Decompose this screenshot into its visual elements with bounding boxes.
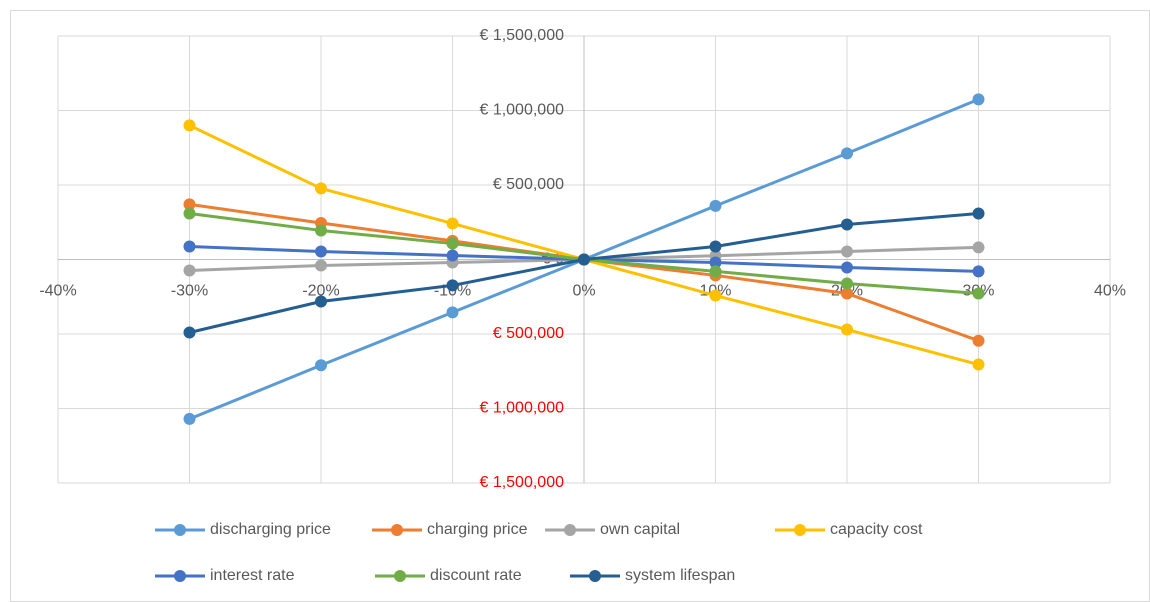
legend-marker (394, 570, 406, 582)
point (183, 207, 196, 220)
legend-marker (174, 524, 186, 536)
point (315, 259, 327, 272)
legend-label: capacity cost (830, 521, 923, 538)
y-tick-label: € 500,000 (493, 176, 564, 193)
point (972, 358, 985, 371)
point (841, 277, 853, 290)
point (183, 119, 196, 132)
point (446, 249, 459, 262)
point (315, 182, 327, 195)
point (315, 359, 327, 372)
point (315, 245, 327, 258)
point (709, 199, 722, 212)
point (972, 241, 985, 254)
point (972, 207, 985, 220)
point (183, 326, 196, 339)
point (709, 265, 722, 278)
x-tick-label: 40% (1094, 283, 1126, 300)
legend-marker (564, 524, 576, 536)
point (183, 240, 196, 253)
point (841, 218, 853, 231)
x-tick-label: -30% (171, 283, 208, 300)
x-tick-label: -40% (39, 283, 76, 300)
point (972, 265, 985, 278)
y-tick-label: € 1,000,000 (479, 400, 564, 417)
point (578, 253, 590, 266)
legend-label: discharging price (210, 521, 331, 538)
point (841, 245, 853, 258)
point (446, 237, 459, 250)
point (709, 240, 722, 253)
point (841, 147, 853, 160)
legend-label: interest rate (210, 567, 295, 584)
legend-label: charging price (427, 521, 528, 538)
x-tick-label: -20% (302, 283, 339, 300)
point (446, 306, 459, 319)
point (841, 287, 853, 300)
y-tick-label: € 1,000,000 (479, 102, 564, 119)
legend-label: discount rate (430, 567, 522, 584)
point (972, 334, 985, 347)
x-tick-label: 0% (572, 283, 595, 300)
legend-marker (589, 570, 601, 582)
legend-label: own capital (600, 521, 680, 538)
y-tick-label: € 1,500,000 (479, 474, 564, 491)
point (841, 261, 853, 274)
point (841, 323, 853, 336)
point (446, 217, 459, 230)
point (183, 412, 196, 425)
y-tick-label: € 1,500,000 (479, 27, 564, 44)
point (446, 279, 459, 292)
point (315, 224, 327, 237)
chart-border (10, 10, 1150, 602)
legend-marker (174, 570, 186, 582)
point (972, 287, 985, 300)
point (709, 289, 722, 302)
point (315, 295, 327, 308)
legend-label: system lifespan (625, 567, 735, 584)
point (183, 264, 196, 277)
point (183, 198, 196, 211)
legend-marker (794, 524, 806, 536)
y-tick-label: € 500,000 (493, 325, 564, 342)
point (709, 256, 722, 269)
legend-marker (391, 524, 403, 536)
point (972, 93, 985, 106)
